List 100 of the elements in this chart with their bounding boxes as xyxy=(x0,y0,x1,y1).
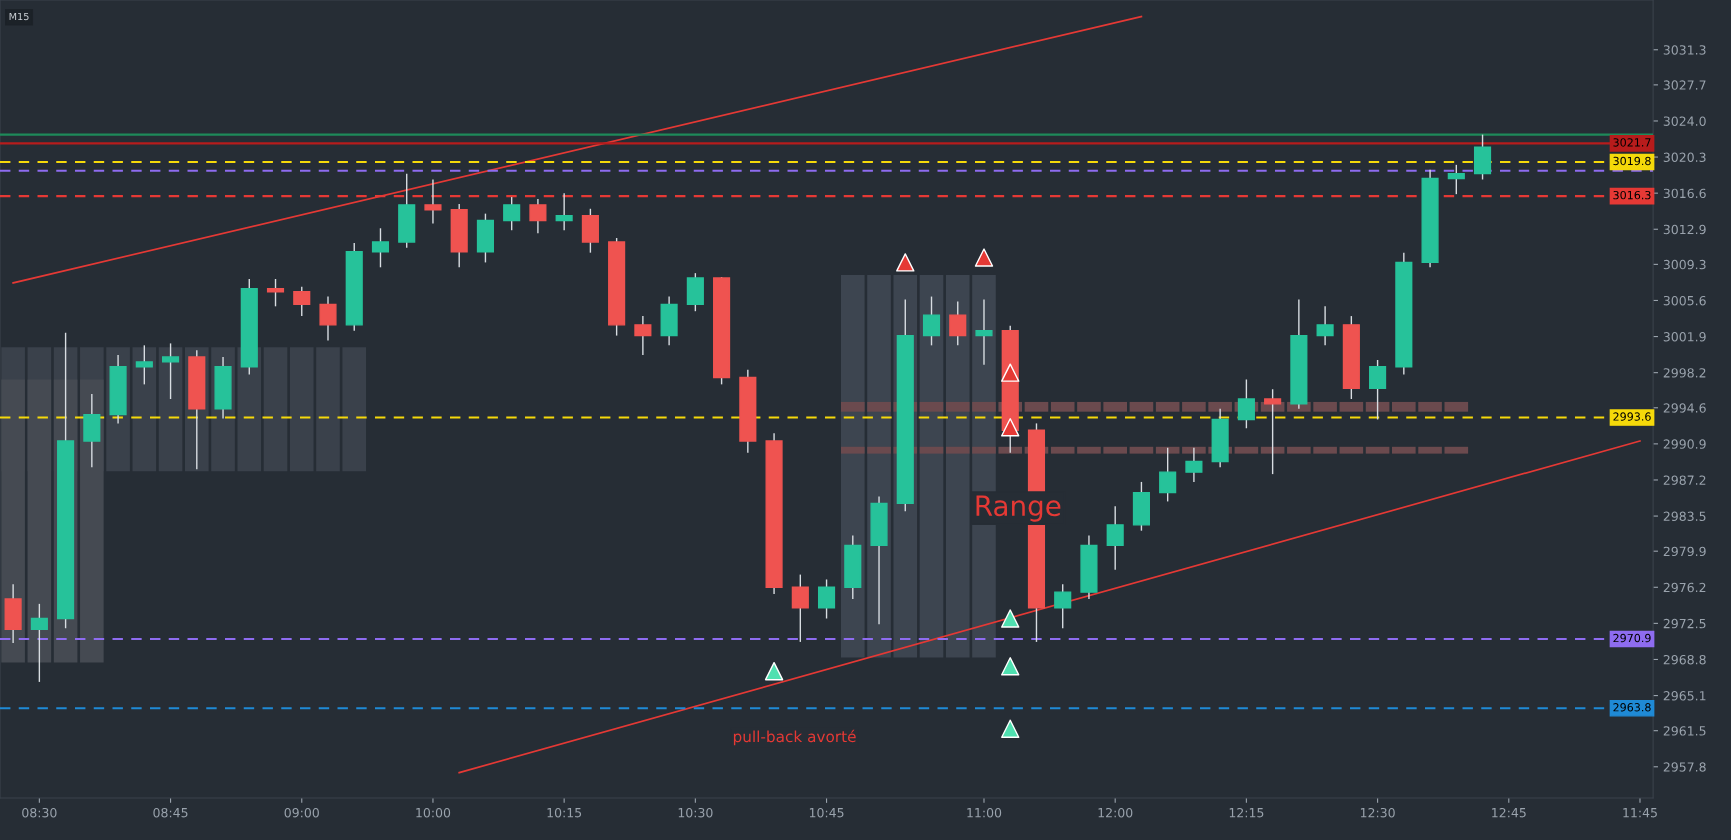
y-tick-label: 2979.9 xyxy=(1663,546,1706,557)
candlestick xyxy=(371,227,390,268)
x-tick-label: 10:45 xyxy=(809,807,844,818)
bar xyxy=(342,347,367,472)
ref-line-label: 2963.8 xyxy=(1613,703,1651,712)
bar xyxy=(1313,401,1337,412)
x-tick-label: 12:45 xyxy=(1492,807,1526,818)
bar xyxy=(289,347,314,472)
annotation: Range xyxy=(976,495,1061,522)
bar xyxy=(1444,401,1469,412)
bar xyxy=(1077,401,1101,412)
x-tick-label: 10:30 xyxy=(678,807,713,818)
y-tick-label: 3001.9 xyxy=(1663,332,1706,342)
annotation: pull-back avorté xyxy=(733,729,856,746)
candlestick xyxy=(791,573,809,643)
y-tick-label: 2998.2 xyxy=(1663,368,1706,378)
point xyxy=(974,248,994,267)
bar xyxy=(1208,401,1232,412)
x-tick-label: 08:30 xyxy=(22,807,57,818)
bar xyxy=(1129,401,1154,412)
x-tick-label: 10:00 xyxy=(416,807,451,818)
candlestick xyxy=(949,300,967,347)
bar xyxy=(316,347,340,472)
candlestick xyxy=(1054,583,1072,629)
bar xyxy=(1182,401,1206,412)
candlestick xyxy=(161,342,180,400)
bar xyxy=(972,446,996,454)
bar xyxy=(1365,401,1390,412)
y-tick-label: 2987.2 xyxy=(1663,475,1706,485)
ref-line-label: 3019.8 xyxy=(1613,156,1651,166)
y-tick-label: 3024.0 xyxy=(1663,116,1706,126)
bar xyxy=(867,446,891,454)
candlestick xyxy=(975,298,993,366)
y-tick-label: 3027.7 xyxy=(1663,80,1706,90)
y-tick-label: 2957.8 xyxy=(1663,762,1706,772)
point xyxy=(1001,609,1020,628)
bar xyxy=(919,446,944,454)
y-tick-label: 2972.5 xyxy=(1663,618,1706,629)
candlestick xyxy=(293,286,311,317)
bar xyxy=(1024,401,1049,412)
ref-line-label: 3016.3 xyxy=(1613,190,1651,200)
bar xyxy=(158,347,183,472)
candlestick xyxy=(503,196,521,231)
point xyxy=(764,661,784,681)
y-tick-label: 2990.9 xyxy=(1663,439,1706,449)
candlestick xyxy=(1106,505,1124,571)
ref-line-label: 3021.7 xyxy=(1613,138,1651,147)
y-tick-label: 2965.1 xyxy=(1663,691,1706,701)
point xyxy=(1001,719,1020,738)
bar xyxy=(1103,446,1127,454)
x-tick-label: 12:30 xyxy=(1360,807,1395,818)
annotation: M15 xyxy=(9,12,29,21)
bar xyxy=(1103,401,1127,412)
bar xyxy=(945,275,970,658)
point xyxy=(1001,363,1020,382)
bar xyxy=(1287,446,1311,454)
y-tick-label: 3005.6 xyxy=(1663,295,1706,306)
y-tick-label: 3016.6 xyxy=(1663,188,1706,199)
y-tick-label: 2976.2 xyxy=(1663,582,1706,593)
point xyxy=(1001,657,1020,676)
bar xyxy=(919,275,944,658)
bar xyxy=(1339,401,1364,412)
candlestick xyxy=(817,578,836,620)
y-tick-label: 3020.3 xyxy=(1663,152,1706,162)
candlestick xyxy=(1447,164,1465,195)
bar xyxy=(1418,401,1442,412)
candlestick xyxy=(319,295,337,342)
y-tick-label: 2961.5 xyxy=(1663,726,1706,736)
bar xyxy=(972,401,996,412)
point xyxy=(896,253,915,272)
bar xyxy=(945,446,970,454)
bar xyxy=(867,401,891,412)
y-tick-label: 2994.6 xyxy=(1663,403,1706,413)
bar xyxy=(1077,446,1101,454)
bar xyxy=(998,446,1023,454)
y-tick-label: 2968.8 xyxy=(1663,654,1706,665)
candlestick xyxy=(1316,305,1334,347)
bar xyxy=(840,401,865,412)
ref-line-label: 2993.6 xyxy=(1613,412,1651,421)
bar xyxy=(840,446,865,454)
candlestick xyxy=(30,603,48,683)
candlestick xyxy=(424,178,442,225)
ref-line-label: 2970.9 xyxy=(1613,633,1651,643)
bar xyxy=(919,401,944,412)
bar xyxy=(1129,446,1154,454)
x-tick-label: 12:15 xyxy=(1229,807,1264,818)
bar xyxy=(1444,446,1469,454)
bar xyxy=(1392,446,1416,454)
bar xyxy=(1050,401,1075,412)
y-tick-label: 2983.5 xyxy=(1663,511,1706,521)
candlestick xyxy=(634,315,652,356)
bar xyxy=(1155,401,1180,412)
x-tick-label: 08:45 xyxy=(153,807,188,818)
bar xyxy=(1260,446,1285,454)
candlestick xyxy=(555,192,573,231)
bar xyxy=(1182,446,1206,454)
bar xyxy=(1050,446,1075,454)
candlestick xyxy=(266,278,285,308)
bar xyxy=(263,347,288,472)
bar xyxy=(1313,446,1337,454)
